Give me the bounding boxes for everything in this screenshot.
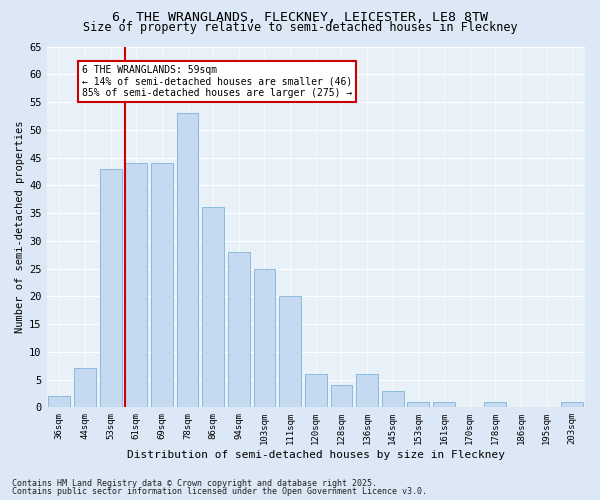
Bar <box>74 368 96 408</box>
Bar <box>382 390 404 407</box>
X-axis label: Distribution of semi-detached houses by size in Fleckney: Distribution of semi-detached houses by … <box>127 450 505 460</box>
Bar <box>484 402 506 407</box>
Bar <box>151 163 173 408</box>
Text: 6 THE WRANGLANDS: 59sqm
← 14% of semi-detached houses are smaller (46)
85% of se: 6 THE WRANGLANDS: 59sqm ← 14% of semi-de… <box>82 64 352 98</box>
Bar <box>228 252 250 408</box>
Text: Contains HM Land Registry data © Crown copyright and database right 2025.: Contains HM Land Registry data © Crown c… <box>12 479 377 488</box>
Bar <box>254 268 275 407</box>
Text: Size of property relative to semi-detached houses in Fleckney: Size of property relative to semi-detach… <box>83 22 517 35</box>
Bar <box>202 208 224 408</box>
Bar <box>125 163 147 408</box>
Bar <box>356 374 378 408</box>
Bar <box>279 296 301 408</box>
Bar <box>561 402 583 407</box>
Bar <box>49 396 70 407</box>
Bar <box>100 168 122 408</box>
Bar <box>176 113 199 408</box>
Y-axis label: Number of semi-detached properties: Number of semi-detached properties <box>15 120 25 333</box>
Bar <box>305 374 326 408</box>
Bar <box>407 402 429 407</box>
Bar <box>331 385 352 407</box>
Text: 6, THE WRANGLANDS, FLECKNEY, LEICESTER, LE8 8TW: 6, THE WRANGLANDS, FLECKNEY, LEICESTER, … <box>112 11 488 24</box>
Bar <box>433 402 455 407</box>
Text: Contains public sector information licensed under the Open Government Licence v3: Contains public sector information licen… <box>12 487 427 496</box>
